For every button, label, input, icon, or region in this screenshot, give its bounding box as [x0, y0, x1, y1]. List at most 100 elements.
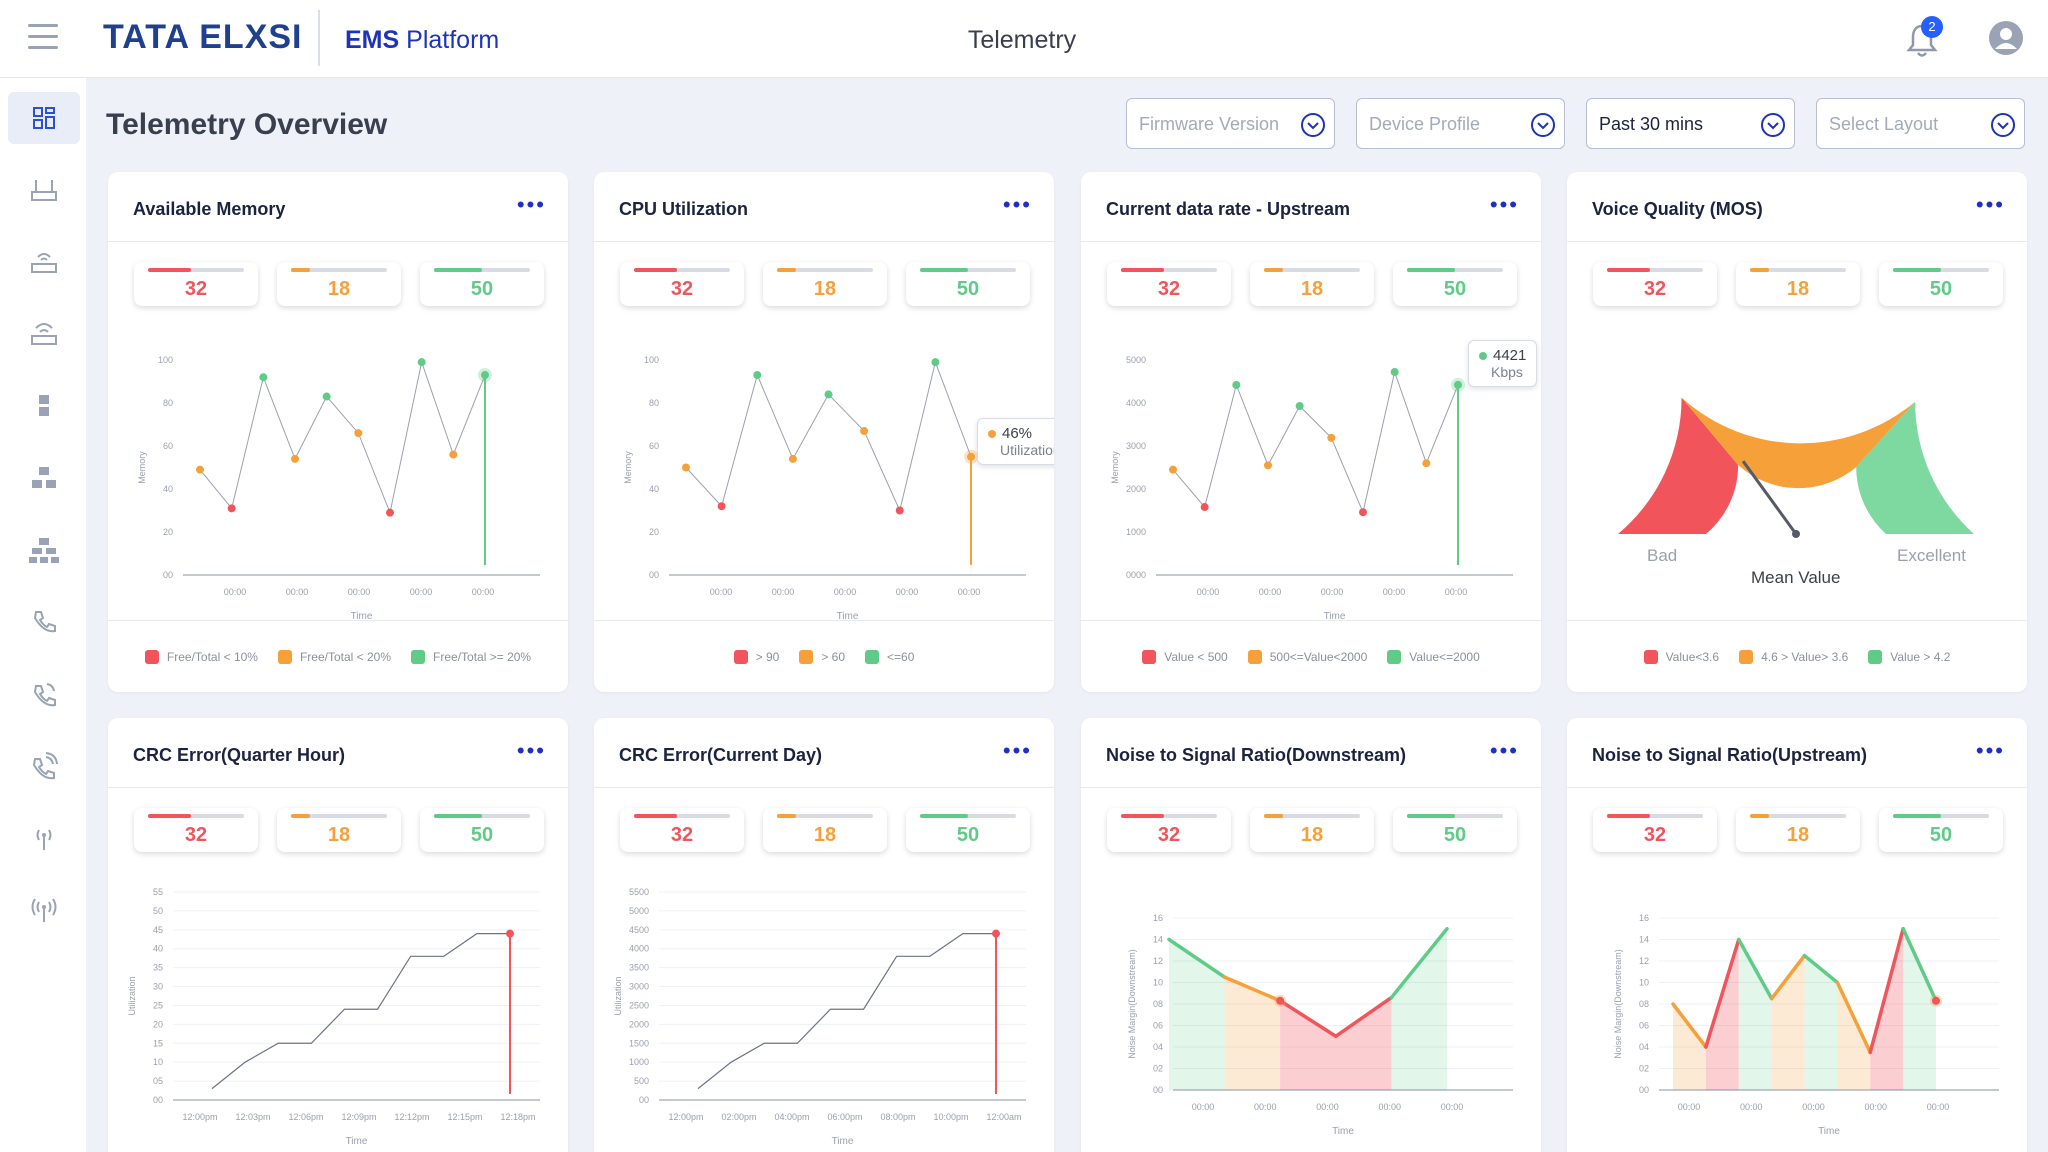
- wifi-router-icon: [31, 253, 57, 273]
- data-point: [1327, 433, 1336, 442]
- sidebar-item-network[interactable]: [8, 452, 80, 504]
- hamburger-menu-icon[interactable]: [28, 24, 58, 50]
- page-title: Telemetry Overview: [106, 108, 388, 141]
- stat-track: [1607, 268, 1703, 272]
- x-tick-label: 00:00: [1259, 587, 1282, 597]
- gauge-high-label: Excellent: [1897, 546, 1966, 565]
- stat-fill: [1121, 814, 1165, 818]
- data-point: [1390, 368, 1399, 377]
- y-tick-label: 15: [153, 1038, 163, 1048]
- x-tick-label: 00:00: [1740, 1102, 1763, 1112]
- data-point: [860, 426, 869, 435]
- antenna-2-icon: [31, 898, 57, 922]
- area-segment: [1837, 982, 1871, 1090]
- logo-divider: [318, 10, 320, 66]
- stat-track: [148, 814, 244, 818]
- x-tick-label: 00:00: [1445, 587, 1468, 597]
- y-tick-label: 08: [1153, 999, 1163, 1009]
- sidebar-item-modules[interactable]: [8, 380, 80, 432]
- y-tick-label: 4500: [629, 925, 649, 935]
- x-tick-label: 00:00: [1192, 1102, 1215, 1112]
- y-tick-label: 2000: [629, 1019, 649, 1029]
- y-tick-label: 10: [1639, 978, 1649, 988]
- more-options-icon[interactable]: •••: [1002, 738, 1032, 763]
- legend-item: 500<=Value<2000: [1247, 649, 1367, 664]
- more-options-icon[interactable]: •••: [1489, 192, 1519, 217]
- series-segment: [1901, 927, 1938, 1003]
- data-point: [417, 358, 426, 367]
- top-bar: TATA ELXSI EMS Platform Telemetry 2: [0, 0, 2048, 78]
- more-options-icon[interactable]: •••: [1489, 738, 1519, 763]
- voice-call-2-icon: [33, 683, 56, 707]
- area-segment: [1738, 939, 1772, 1090]
- stat-fill: [434, 814, 482, 818]
- firmware-version-dropdown[interactable]: Firmware Version: [1126, 98, 1335, 149]
- more-options-icon[interactable]: •••: [1975, 738, 2005, 763]
- stat-value: 18: [1300, 824, 1324, 846]
- sidebar-item-dashboard[interactable]: [8, 92, 80, 144]
- stat-box-green: 50: [1393, 808, 1517, 852]
- series-segment: [1167, 937, 1227, 979]
- chart: 100 80 60 40 20 00 00:00 00:00 00:00 00:00 00:00 Ti…: [623, 355, 1026, 622]
- y-tick-label: 5000: [1126, 355, 1146, 365]
- stat-track: [291, 814, 387, 818]
- y-tick-label: 60: [163, 441, 173, 451]
- card-data-rate-upstream: Current data rate - Upstream ••• 32 18 50 Val…: [1081, 172, 1541, 692]
- y-tick-label: 2500: [629, 1000, 649, 1010]
- area-segment: [1903, 928, 1936, 1090]
- x-tick-label: 00:00: [410, 587, 433, 597]
- user-avatar-icon[interactable]: [1988, 20, 2024, 56]
- y-tick-label: 500: [634, 1076, 649, 1086]
- series-segment: [1389, 927, 1449, 1000]
- tooltip-value: 4421: [1493, 347, 1527, 364]
- y-tick-label: 45: [153, 925, 163, 935]
- y-tick-label: 3000: [629, 982, 649, 992]
- more-options-icon[interactable]: •••: [516, 738, 546, 763]
- y-tick-label: 16: [1153, 913, 1163, 923]
- y-axis-title: Noise Margin(Downstream): [1613, 949, 1623, 1059]
- stat-value: 18: [813, 824, 837, 846]
- data-point: [322, 392, 331, 401]
- chart: 100 80 60 40 20 00 00:00 00:00 00:00 00:00 00:00 Ti…: [137, 355, 540, 622]
- y-tick-label: 00: [163, 570, 173, 580]
- sidebar-item-voice-call-2[interactable]: [8, 668, 80, 720]
- series-segment: [1704, 937, 1741, 1049]
- device-profile-dropdown[interactable]: Device Profile: [1356, 98, 1565, 149]
- stat-fill: [1264, 268, 1284, 272]
- sidebar-item-wifi-router-2[interactable]: [8, 308, 80, 360]
- series-line: [199, 360, 486, 515]
- stat-box-green: 50: [420, 808, 544, 852]
- sidebar-item-router[interactable]: [8, 164, 80, 216]
- select-layout-dropdown[interactable]: Select Layout: [1816, 98, 2025, 149]
- x-axis-title: Time: [1818, 1126, 1840, 1137]
- sidebar-item-voice-call[interactable]: [8, 596, 80, 648]
- y-tick-label: 00: [1639, 1085, 1649, 1095]
- more-options-icon[interactable]: •••: [1002, 192, 1032, 217]
- y-tick-label: 30: [153, 982, 163, 992]
- card-title: Available Memory: [133, 199, 286, 219]
- stat-value: 50: [1443, 278, 1467, 300]
- stat-value: 32: [1643, 824, 1667, 846]
- y-axis-title: Utilization: [613, 976, 623, 1015]
- legend-item: Value<=2000: [1387, 649, 1480, 664]
- data-point: [788, 454, 797, 463]
- more-options-icon[interactable]: •••: [516, 192, 546, 217]
- gauge-center-label: Mean Value: [1751, 568, 1841, 587]
- chart: 55 50 45 40 35 30 25 20 15 10 05 00 12:00pm 12:03pm 12…: [127, 887, 540, 1147]
- y-tick-label: 00: [639, 1095, 649, 1105]
- y-tick-label: 60: [649, 441, 659, 451]
- series-segment: [1769, 953, 1807, 1001]
- area-segment: [1705, 939, 1739, 1090]
- area-segment: [1870, 928, 1904, 1090]
- stat-value: 32: [1157, 278, 1181, 300]
- sidebar-item-wifi-router[interactable]: [8, 236, 80, 288]
- stat-fill: [1121, 268, 1165, 272]
- sidebar-item-antenna-2[interactable]: [8, 884, 80, 936]
- sidebar-item-voice-call-3[interactable]: [8, 740, 80, 792]
- more-options-icon[interactable]: •••: [1975, 192, 2005, 217]
- time-range-dropdown[interactable]: Past 30 mins: [1586, 98, 1795, 149]
- stat-fill: [777, 268, 797, 272]
- stat-fill: [1607, 268, 1651, 272]
- sidebar-item-antenna[interactable]: [8, 812, 80, 864]
- sidebar-item-topology[interactable]: [8, 524, 80, 576]
